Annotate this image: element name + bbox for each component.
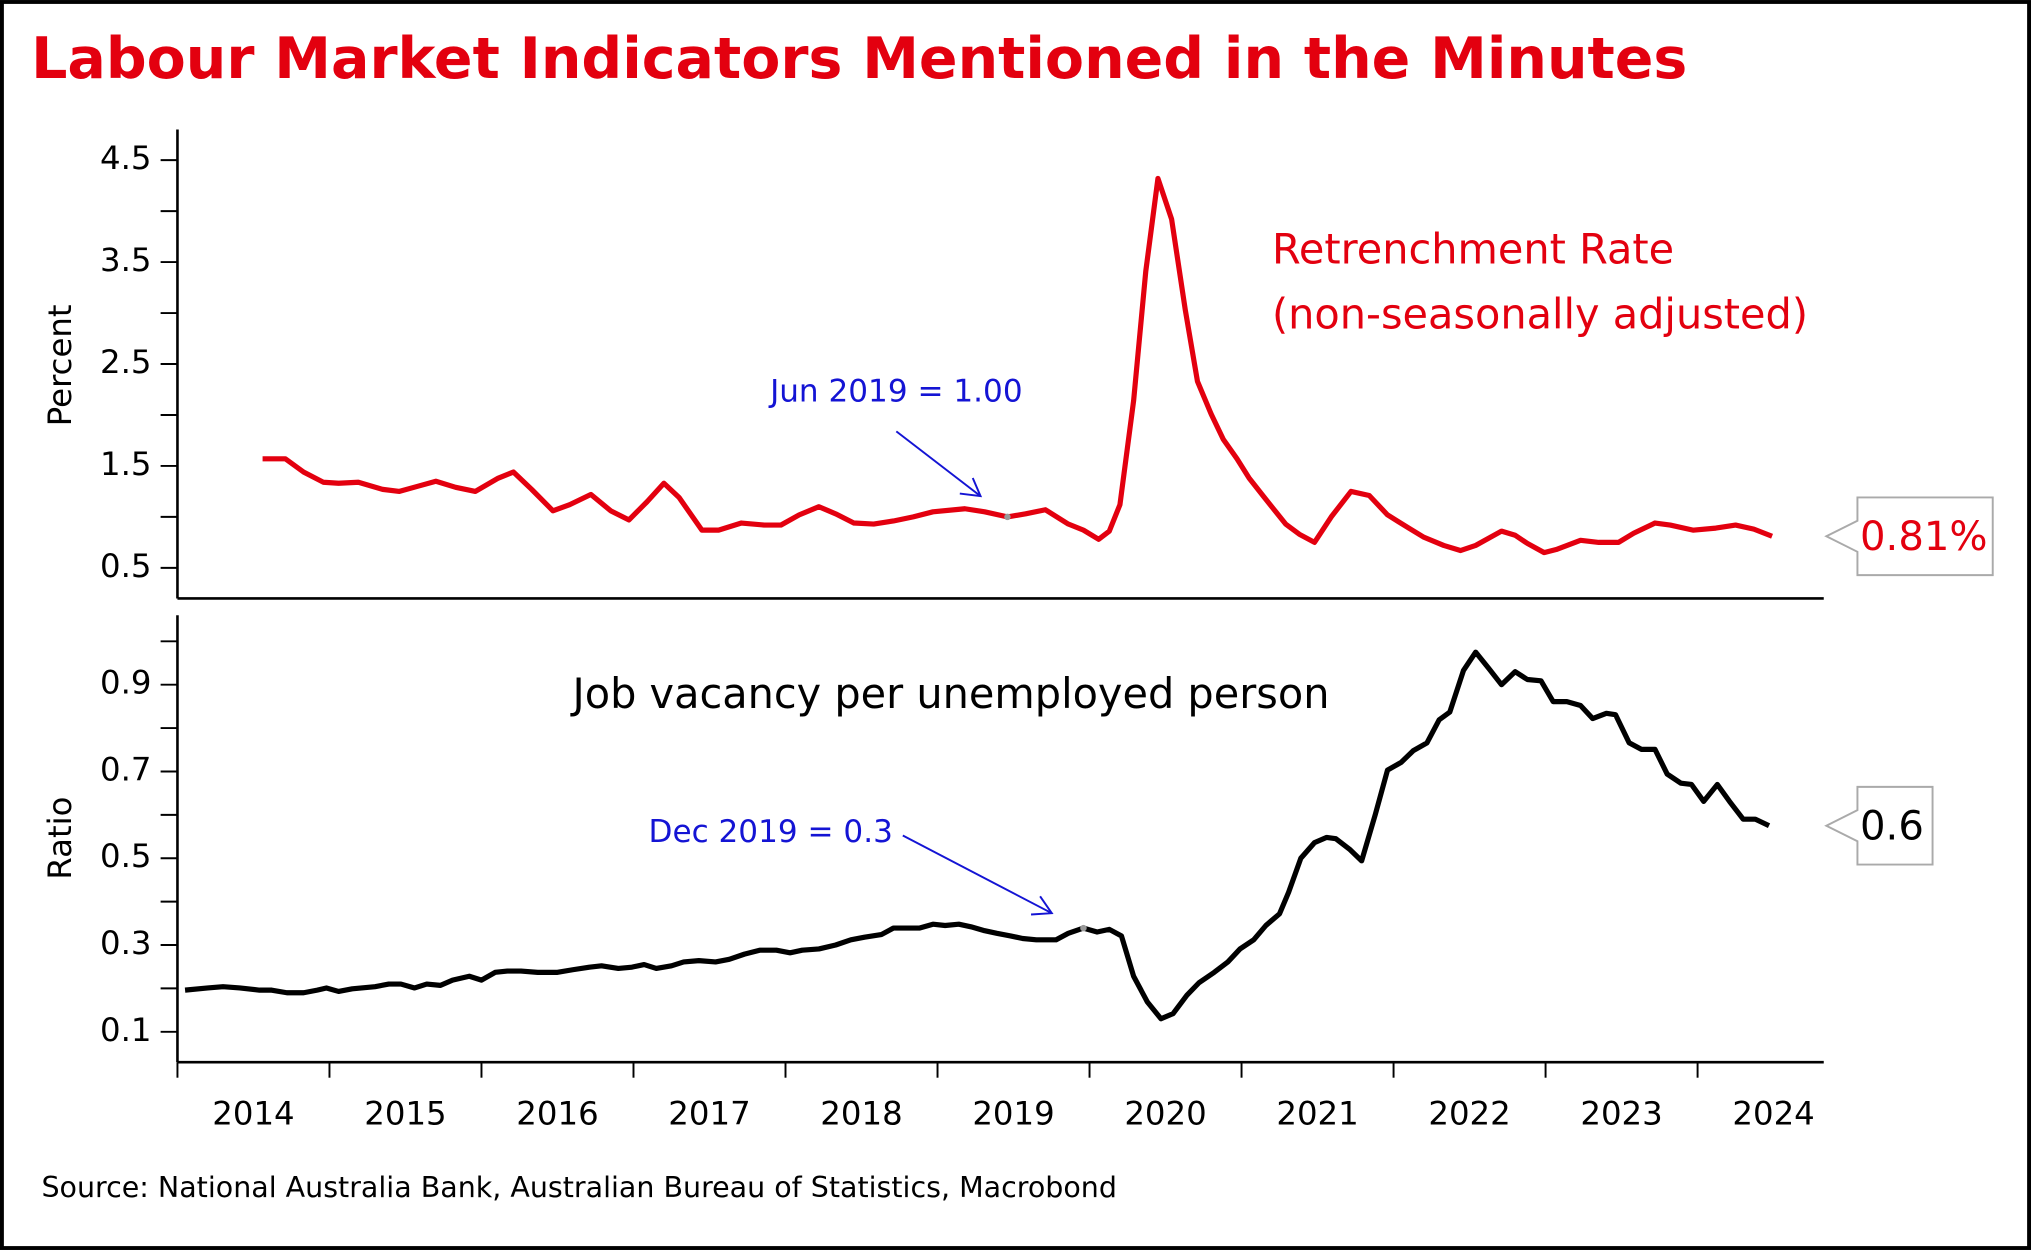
x-tick-label: 2016 (516, 1094, 598, 1132)
annotation-arrows (895, 430, 1054, 916)
annotation: Jun 2019 = 1.00 (768, 373, 1023, 409)
y-tick-label: 0.9 (100, 664, 152, 702)
series-label: (non-seasonally adjusted) (1272, 290, 1808, 338)
x-tick-label: 2022 (1428, 1094, 1510, 1132)
y-tick-label: 0.1 (100, 1011, 152, 1049)
x-tick-label: 2023 (1580, 1094, 1662, 1132)
y-tick-label: 4.5 (100, 139, 152, 177)
series-line (262, 175, 1774, 556)
y-tick-label: 1.5 (100, 445, 152, 483)
arrow (895, 430, 982, 497)
x-tick-label: 2014 (212, 1094, 294, 1132)
end-label: 0.6 (1860, 803, 1924, 849)
series-line (184, 649, 1771, 1022)
series-label: Retrenchment Rate (1272, 226, 1674, 274)
arrow (902, 834, 1053, 915)
series-label: Job vacancy per unemployed person (570, 670, 1330, 718)
x-tick-label: 2018 (820, 1094, 902, 1132)
x-tick-label: 2017 (668, 1094, 750, 1132)
annotation-point (1080, 924, 1087, 932)
chart-title: Labour Market Indicators Mentioned in th… (31, 26, 1687, 92)
arrow-head (1030, 895, 1054, 916)
y-axis-title: Ratio (41, 797, 79, 880)
arrow-head (959, 477, 983, 498)
y-tick-label: 0.5 (100, 547, 152, 585)
y-tick-label: 0.5 (100, 837, 152, 875)
x-tick-label: 2015 (364, 1094, 446, 1132)
x-tick-label: 2021 (1276, 1094, 1358, 1132)
y-tick-label: 2.5 (100, 343, 152, 381)
x-tick-label: 2020 (1124, 1094, 1206, 1132)
y-axis-title: Percent (41, 304, 79, 426)
annotation: Dec 2019 = 0.3 (649, 814, 893, 850)
source: Source: National Australia Bank, Austral… (41, 1171, 1116, 1204)
y-tick-label: 0.3 (100, 924, 152, 962)
x-tick-label: 2019 (972, 1094, 1054, 1132)
annotation-point (1004, 513, 1011, 521)
end-label-box (1824, 785, 1934, 866)
x-tick-label: 2024 (1732, 1094, 1814, 1132)
end-label-box (1824, 496, 1994, 577)
end-label: 0.81% (1860, 514, 1988, 560)
y-tick-label: 0.7 (100, 750, 152, 788)
y-tick-label: 3.5 (100, 241, 152, 279)
